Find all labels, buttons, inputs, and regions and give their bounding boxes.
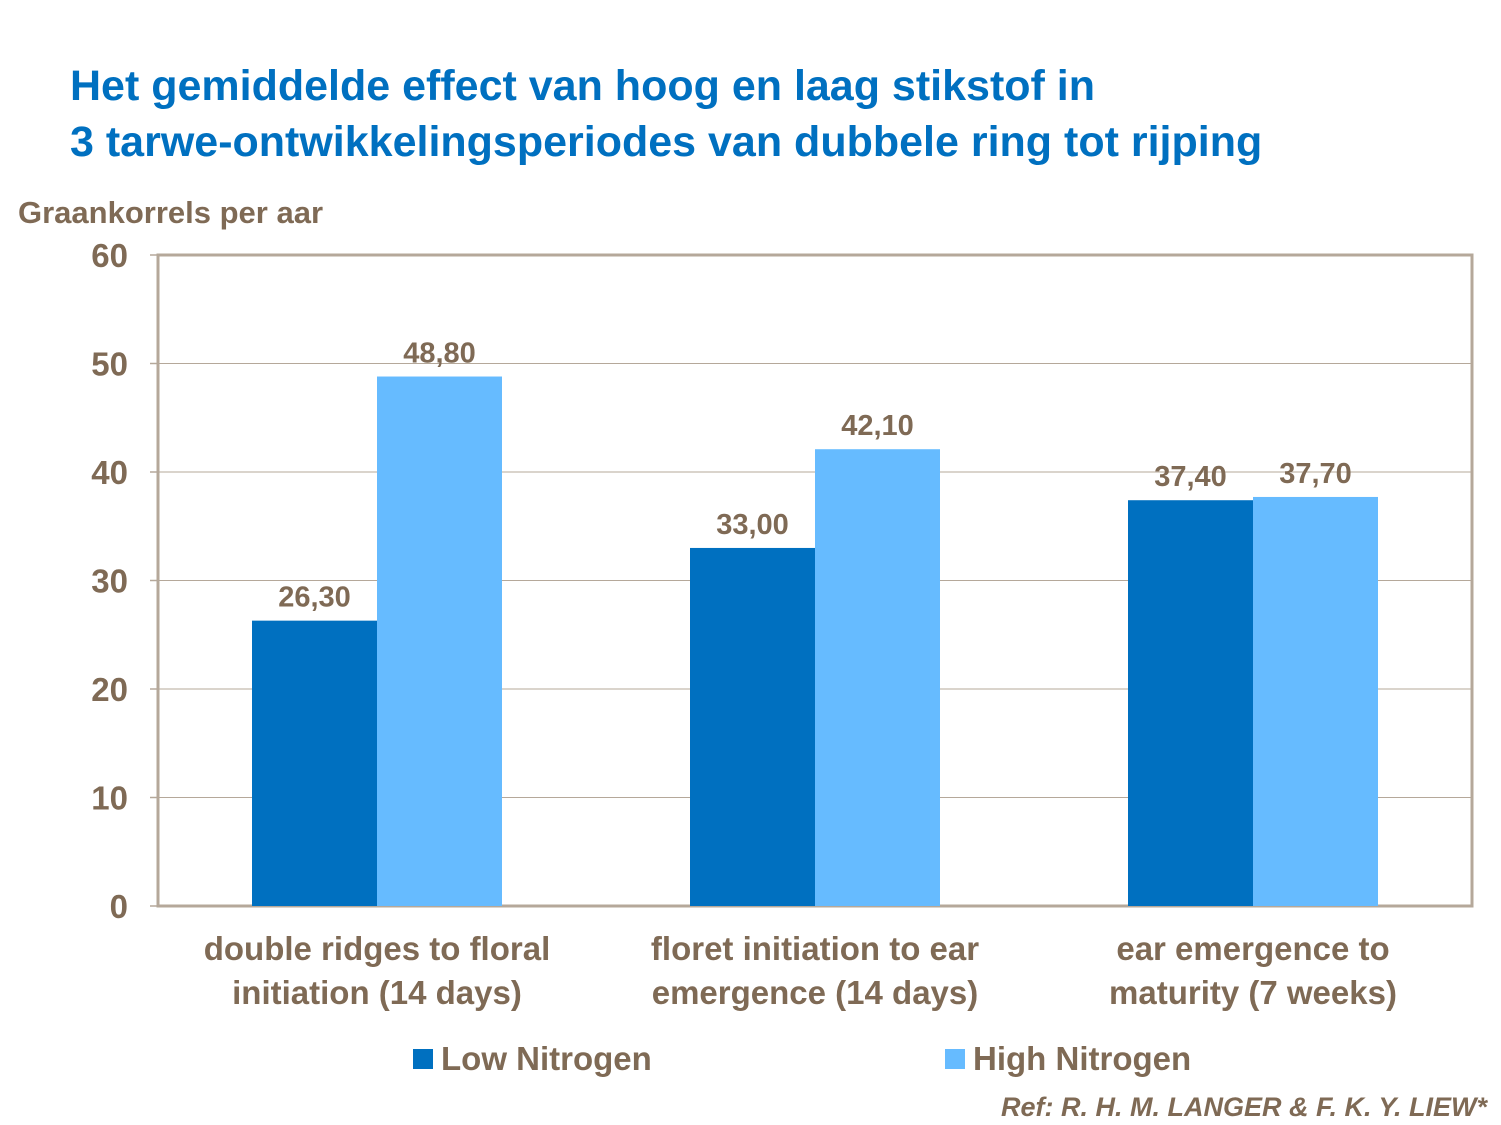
legend-label-high: High Nitrogen bbox=[973, 1040, 1192, 1077]
x-tick-label: maturity (7 weeks) bbox=[1109, 974, 1397, 1011]
reference-note: Ref: R. H. M. LANGER & F. K. Y. LIEW* bbox=[1000, 1092, 1487, 1122]
chart-title: Het gemiddelde effect van hoog en laag s… bbox=[70, 58, 1262, 170]
y-tick-label: 20 bbox=[91, 671, 128, 708]
legend-swatch-high bbox=[945, 1049, 965, 1069]
bar-high bbox=[1253, 496, 1378, 906]
y-axis-label: Graankorrels per aar bbox=[18, 195, 324, 230]
bar-low bbox=[252, 620, 377, 906]
y-tick-label: 0 bbox=[110, 888, 128, 925]
title-line-2: 3 tarwe-ontwikkelingsperiodes van dubbel… bbox=[70, 118, 1263, 166]
bar-high bbox=[377, 376, 502, 906]
data-label: 48,80 bbox=[403, 338, 476, 370]
y-tick-label: 30 bbox=[91, 563, 128, 600]
x-tick-label: ear emergence to bbox=[1116, 930, 1389, 967]
x-tick-label: emergence (14 days) bbox=[652, 974, 979, 1011]
data-label: 37,40 bbox=[1154, 461, 1227, 493]
x-tick-label: double ridges to floral bbox=[204, 930, 551, 967]
bar-low bbox=[1128, 500, 1253, 906]
bar-high bbox=[815, 449, 940, 906]
y-tick-label: 60 bbox=[91, 237, 128, 274]
data-label: 26,30 bbox=[278, 582, 351, 614]
data-label: 42,10 bbox=[841, 410, 914, 442]
legend-swatch-low bbox=[413, 1049, 433, 1069]
x-tick-label: initiation (14 days) bbox=[232, 974, 522, 1011]
y-tick-label: 50 bbox=[91, 346, 128, 383]
legend-item-high: High Nitrogen bbox=[945, 1040, 1191, 1078]
x-tick-label: floret initiation to ear bbox=[651, 930, 979, 967]
data-label: 33,00 bbox=[716, 509, 789, 541]
data-label: 37,70 bbox=[1279, 458, 1352, 490]
legend-label-low: Low Nitrogen bbox=[441, 1040, 652, 1077]
title-line-1: Het gemiddelde effect van hoog en laag s… bbox=[70, 62, 1096, 110]
y-tick-label: 10 bbox=[91, 780, 128, 817]
y-tick-label: 40 bbox=[91, 454, 128, 491]
legend-item-low: Low Nitrogen bbox=[413, 1040, 652, 1078]
bar-low bbox=[690, 547, 815, 906]
